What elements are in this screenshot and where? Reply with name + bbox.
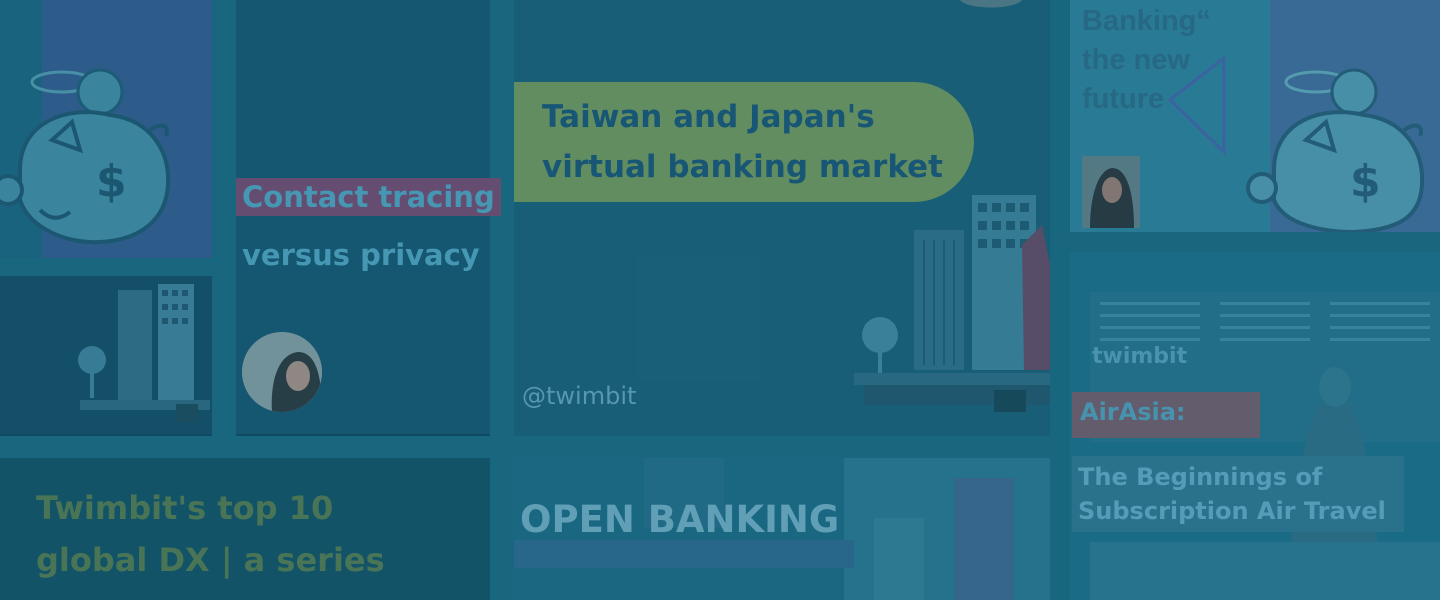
contact-tracing-headline-line1: Contact tracing [236,178,501,216]
gutter-horizontal-3 [1070,232,1440,252]
avatar [960,0,1022,8]
taiwan-headline-line1: Taiwan and Japan's [542,99,875,135]
city-illustration [854,195,1050,412]
gutter-horizontal-2 [0,258,212,276]
avatar [242,332,322,412]
open-banking-headline: OPEN BANKING [520,498,840,541]
gutter-vertical-3 [1050,0,1070,600]
taiwan-headline-pill [514,82,974,202]
gutter-horizontal-1 [0,436,1070,458]
airport-departure-board-illustration [1090,292,1440,600]
tile-top10-global-dx[interactable] [0,458,490,600]
contact-tracing-headline-line2: versus privacy [242,238,480,272]
airasia-subtitle-line1: The Beginnings of [1078,463,1323,491]
airasia-tag-box [1072,392,1260,438]
dollar-sign-icon: $ [1350,156,1381,207]
banking-future-line3: future [1082,83,1165,115]
top10-headline-line2: global DX | a series [36,541,385,579]
open-banking-underline-bar [514,540,854,568]
tile-taiwan-japan[interactable] [514,0,1050,436]
author-photo-icon [1082,156,1140,228]
tile-open-banking[interactable] [514,458,1050,600]
tile-piggy-bank-left[interactable]: $ [0,0,212,258]
banking-future-headline: Banking“ the new future [1082,2,1211,119]
twimbit-handle: @twimbit [522,382,637,410]
airasia-subtitle-box [1072,456,1404,532]
top10-headline-line1: Twimbit's top 10 [36,489,334,527]
taiwan-headline: Taiwan and Japan's virtual banking marke… [542,92,943,192]
top10-headline: Twimbit's top 10 global DX | a series [36,482,385,586]
banking-future-line2: the new [1082,44,1190,76]
city-illustration [78,284,210,422]
author-photo-icon [242,332,322,412]
piggy-bank-icon: $ [0,68,171,245]
dollar-sign-icon: $ [96,156,127,207]
taiwan-headline-line2: virtual banking market [542,149,943,185]
open-banking-background-art [644,458,1050,600]
piggy-bank-icon: $ [1246,68,1425,232]
airasia-subtitle-line2: Subscription Air Travel [1078,497,1386,525]
airasia-subtitle: The Beginnings of Subscription Air Trave… [1078,460,1386,528]
avatar [1082,156,1140,228]
tile-banking-future[interactable]: $ [1070,0,1440,232]
tile-city-left[interactable] [0,276,212,434]
airasia-tag: AirAsia: [1080,398,1186,426]
twimbit-logo: twimbit [1092,344,1188,369]
banking-future-line1: Banking“ [1082,5,1211,37]
gutter-vertical-2 [490,0,514,600]
triangle-outline-icon [1167,54,1226,156]
